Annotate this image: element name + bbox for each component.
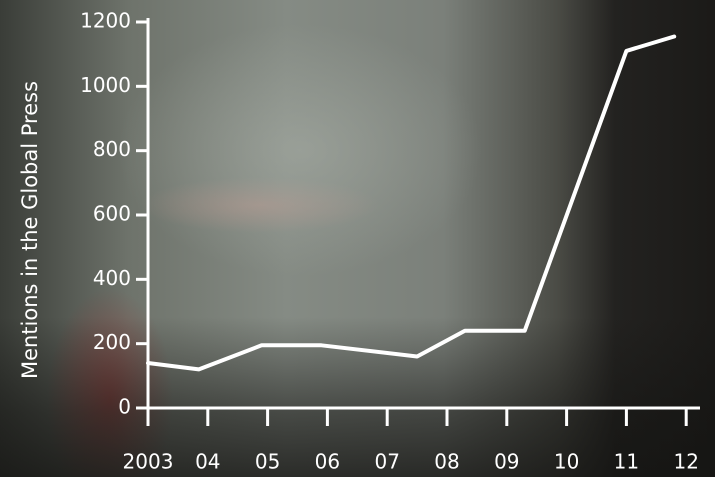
x-tick-label: 04 [195,450,220,474]
x-tick-label: 10 [554,450,579,474]
y-tick-label: 400 [93,266,131,290]
y-tick-label: 600 [93,202,131,226]
y-tick-label: 800 [93,137,131,161]
x-tick-label: 11 [614,450,639,474]
x-tick-label: 12 [673,450,698,474]
x-axis-ticks: 2003 04 05 06 07 08 09 10 11 12 [123,408,699,474]
y-tick-label: 200 [93,330,131,354]
y-tick-label: 1000 [80,73,131,97]
y-axis-ticks: 0 200 400 600 800 1000 1200 [80,9,148,419]
series-line [146,34,677,372]
x-tick-label: 08 [434,450,459,474]
y-tick-label: 1200 [80,9,131,33]
x-tick-label: 06 [315,450,340,474]
y-tick-label: 0 [118,395,131,419]
y-axis-title: Mentions in the Global Press [18,81,42,379]
x-tick-label: 07 [374,450,399,474]
x-tick-label: 2003 [123,450,174,474]
x-tick-label: 09 [494,450,519,474]
x-tick-label: 05 [255,450,280,474]
